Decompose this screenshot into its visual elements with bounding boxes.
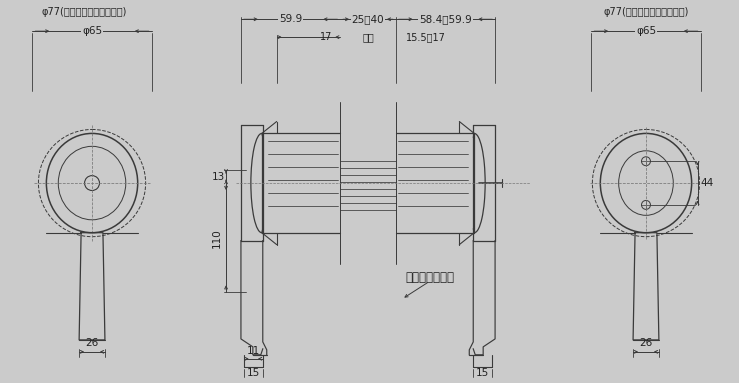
Text: φ77(エスカッション使用時): φ77(エスカッション使用時) [41,7,127,17]
Text: 58.4～59.9: 58.4～59.9 [419,14,471,24]
Text: 15.5～17: 15.5～17 [406,32,446,42]
Text: 11: 11 [247,346,260,356]
Text: φ65: φ65 [636,26,656,36]
Text: 110: 110 [212,228,222,247]
Text: 13: 13 [211,172,225,182]
Text: 59.9: 59.9 [279,14,302,24]
Text: 26: 26 [86,338,98,348]
Text: φ77(エスカッション使用時): φ77(エスカッション使用時) [603,7,689,17]
Text: φ65: φ65 [82,26,102,36]
Text: 44: 44 [701,178,714,188]
Text: 26: 26 [639,338,653,348]
Text: 17: 17 [320,32,333,42]
Text: エスカッション: エスカッション [405,271,454,284]
Text: 25～40: 25～40 [352,14,384,24]
Text: 扇厚: 扇厚 [362,32,374,42]
Text: 15: 15 [247,368,260,378]
Text: 15: 15 [476,368,489,378]
